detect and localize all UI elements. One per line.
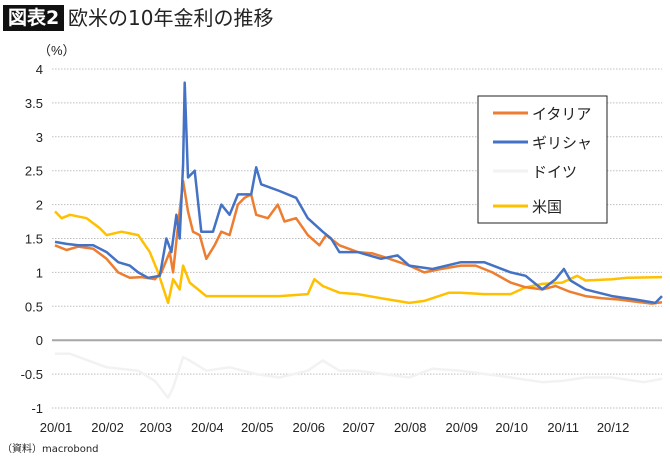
y-tick-label: 2 [36,198,43,213]
figure-badge: 図表2 [3,5,65,31]
y-tick-label: 4 [36,62,43,77]
x-tick-label: 20/08 [394,420,427,435]
legend-label: ドイツ [532,164,577,181]
x-tick-label: 20/03 [140,420,173,435]
x-tick-label: 20/12 [597,420,630,435]
x-tick-label: 20/02 [91,420,124,435]
x-tick-label: 20/09 [446,420,479,435]
y-tick-label: 3.5 [25,96,43,111]
x-tick-label: 20/04 [191,420,224,435]
y-tick-label: 2.5 [25,164,43,179]
series-line-3 [54,210,663,305]
legend-label: ギリシャ [532,135,592,152]
x-tick-label: 20/11 [547,420,579,435]
y-tick-label: 1.5 [25,232,43,247]
y-tick-label: 0.5 [25,299,43,314]
legend-label: 米国 [532,199,562,216]
x-tick-label: 20/01 [40,420,73,435]
series-lines [54,81,663,400]
y-tick-labels: 4 3.5 3 2.5 2 1.5 1 0.5 0 -0.5 -1 [21,62,43,416]
chart-title: 欧米の10年金利の推移 [68,6,274,30]
y-tick-label: 3 [36,130,43,145]
x-tick-label: 20/05 [241,420,274,435]
legend-box [477,95,608,224]
x-tick-label: 20/07 [342,420,375,435]
legend-label: イタリア [532,106,591,123]
y-axis-unit: （%） [38,43,76,58]
x-tick-label: 20/10 [495,420,528,435]
series-line-1 [54,81,663,305]
x-tick-label: 20/06 [293,420,326,435]
source-note: （資料）macrobond [2,444,99,455]
y-tick-label: -0.5 [21,367,43,382]
series-line-2 [55,352,663,400]
y-tick-label: 0 [36,333,43,348]
y-tick-label: -1 [31,401,43,416]
y-tick-label: 1 [36,265,43,280]
x-tick-labels: 20/01 20/02 20/03 20/04 20/05 20/06 20/07 20/08… [40,420,630,435]
